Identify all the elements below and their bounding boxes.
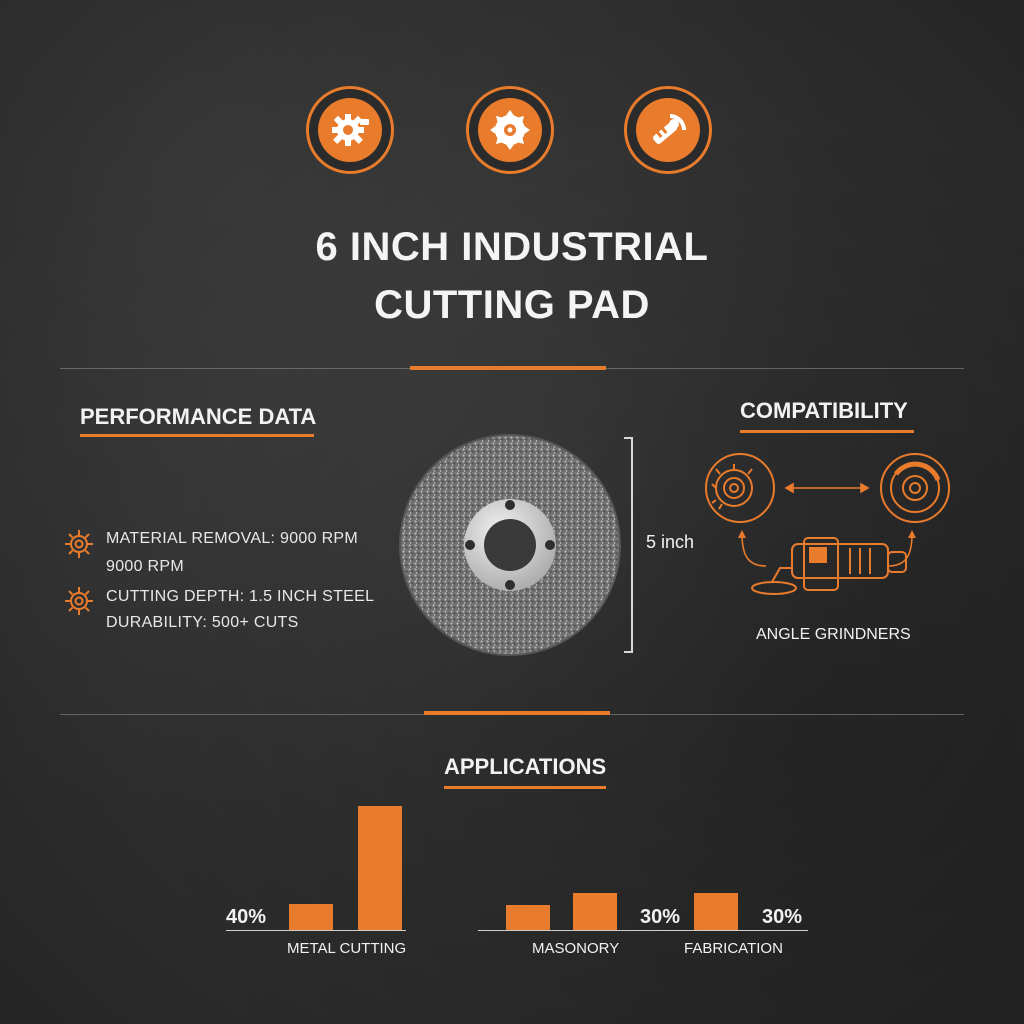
bar	[573, 893, 617, 930]
gear-icon-badge	[306, 86, 394, 174]
angle-grinder-icon-badge	[624, 86, 712, 174]
saw-blade-icon	[490, 110, 530, 150]
category-label: MASONORY	[532, 940, 620, 957]
category-label: METAL CUTTING	[287, 940, 407, 957]
saw-blade-icon-badge	[466, 86, 554, 174]
percent-label: 40%	[226, 906, 267, 928]
page-title: 6 INCH INDUSTRIAL CUTTING PAD	[0, 218, 1024, 334]
grinding-disc-icon	[880, 453, 950, 523]
disc-dimension-label: 5 inch	[646, 532, 695, 552]
double-arrow-icon	[784, 482, 870, 494]
spec-line: MATERIAL REMOVAL: 9000 RPM	[106, 530, 359, 547]
bar	[289, 904, 333, 930]
bar	[358, 806, 402, 930]
divider-top-accent	[410, 366, 606, 370]
gear-icon	[65, 530, 93, 558]
title-line-1: 6 INCH INDUSTRIAL	[315, 225, 709, 269]
performance-heading-underline	[80, 434, 314, 437]
saw-blade-icon	[705, 453, 775, 523]
spec-line: DURABILITY: 500+ CUTS	[106, 614, 299, 631]
gear-icon	[332, 114, 369, 146]
bar	[506, 905, 550, 930]
baseline	[226, 930, 406, 931]
angle-grinder-icon	[751, 537, 907, 595]
spec-line: CUTTING DEPTH: 1.5 INCH STEEL	[106, 588, 375, 605]
cutting-disc-image	[399, 434, 633, 656]
applications-heading-underline	[444, 786, 606, 789]
percent-label: 30%	[640, 906, 681, 928]
percent-label: 30%	[762, 906, 803, 928]
compatibility-heading-underline	[740, 430, 914, 433]
category-label: FABRICATION	[684, 940, 783, 957]
bar	[694, 893, 738, 930]
spec-line: 9000 RPM	[106, 558, 184, 575]
baseline	[478, 930, 808, 931]
applications-heading: APPLICATIONS	[444, 754, 607, 779]
angle-grinder-icon	[653, 114, 686, 144]
compatibility-diagram	[705, 453, 950, 595]
gear-icon	[65, 587, 93, 615]
compatibility-heading: COMPATIBILITY	[740, 398, 908, 423]
compatibility-tool-label: ANGLE GRINDNERS	[756, 626, 911, 643]
divider-bottom-accent	[424, 711, 610, 715]
title-line-2: CUTTING PAD	[374, 283, 650, 327]
performance-heading: PERFORMANCE DATA	[80, 404, 317, 429]
